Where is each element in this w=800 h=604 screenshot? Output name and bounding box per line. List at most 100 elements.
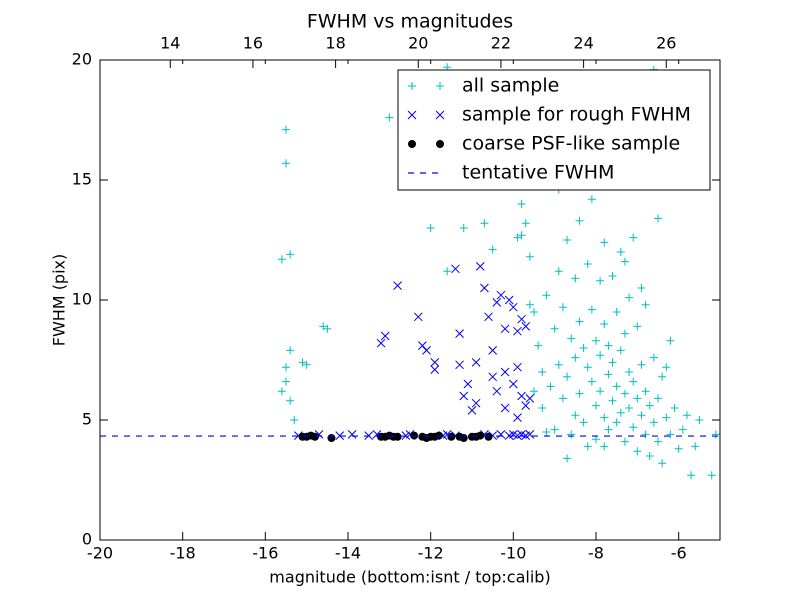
point [620,257,629,266]
point [620,389,629,398]
point [583,442,592,451]
point [385,113,394,122]
point [629,233,638,242]
point [488,245,497,254]
point [554,267,563,276]
point [600,238,609,247]
point [463,379,473,389]
legend-marker [407,110,417,120]
point [517,231,526,240]
point [310,432,319,441]
y-tick-label: 5 [82,410,92,429]
x-tick-label: -18 [170,544,196,563]
point [517,200,526,208]
point [654,437,662,446]
point [430,358,440,367]
point [645,401,654,410]
point [430,365,440,374]
point [455,329,464,338]
point [571,353,580,362]
x2-tick-label: 20 [408,34,428,53]
point [633,322,642,331]
legend-box [397,69,711,191]
y-tick-label: 20 [72,50,92,69]
legend-label: sample for rough FWHM [462,104,691,126]
point [711,430,720,439]
point [455,360,464,370]
point [496,430,506,439]
point [629,377,638,386]
point [670,404,679,412]
point [592,401,600,410]
point [443,267,452,276]
point [319,322,328,331]
point [525,394,535,403]
point [666,430,675,439]
x2-tick-label: 22 [491,34,511,53]
point [521,401,531,410]
point [707,471,716,480]
x-tick-label: -6 [671,544,687,563]
point [480,283,489,293]
point [571,411,580,420]
point [530,308,538,316]
x2-tick-label: 18 [325,34,345,53]
point [323,324,332,333]
point [525,430,535,439]
y-tick-label: 0 [82,530,92,549]
point [637,284,646,292]
legend-marker [408,140,416,148]
point [554,360,563,369]
point [658,459,667,468]
x-tick-label: -20 [87,544,113,563]
point [475,262,485,271]
point [525,252,534,261]
y-tick-label: 15 [72,170,92,189]
point [500,367,510,377]
point [641,387,650,396]
x2-tick-label: 24 [573,34,593,53]
point [567,430,576,439]
point [451,264,460,274]
point [471,398,481,408]
point [612,382,621,391]
point [550,425,559,434]
point [467,406,477,415]
point [492,386,502,396]
point [282,363,290,372]
point [575,317,584,326]
point [513,233,522,242]
point [488,372,498,382]
point [637,360,646,369]
legend-marker [436,140,444,148]
point [286,250,295,259]
point [604,341,613,350]
point [447,432,456,441]
point [504,295,514,305]
point [538,368,547,376]
point [302,360,311,369]
point [550,324,559,333]
point [587,377,596,386]
point [649,353,658,362]
point [620,329,629,338]
point [534,341,543,350]
point [600,320,609,328]
point [678,425,687,434]
point [633,394,642,403]
point [530,387,538,396]
point [567,334,576,343]
point [583,363,592,372]
x2-tick-label: 26 [656,34,676,53]
legend-marker [408,82,416,90]
point [587,305,596,314]
point [575,216,584,225]
y-tick-label: 10 [72,290,92,309]
point [629,423,638,432]
x-axis-label: magnitude (bottom:isnt / top:calib) [269,568,550,587]
point [608,358,617,367]
point [521,219,530,228]
point [563,372,572,381]
point [592,336,600,345]
